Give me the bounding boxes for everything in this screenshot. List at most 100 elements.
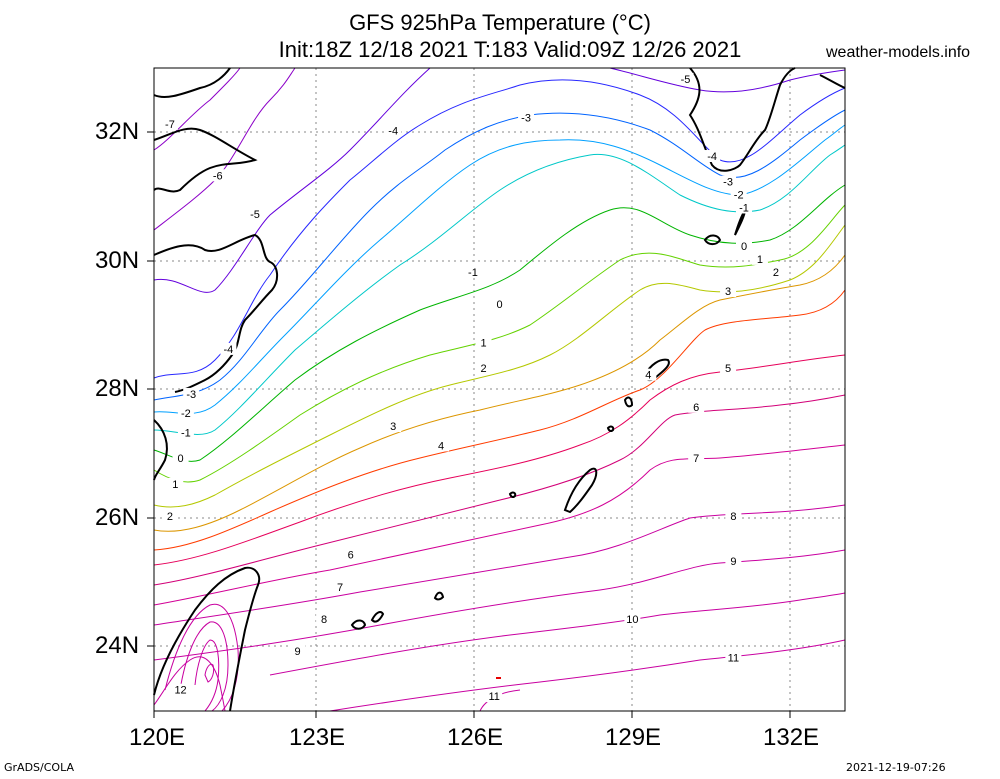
contour-label-bg (464, 265, 481, 278)
taiwan-contour-ring (204, 663, 215, 683)
contour-value-label: -4 (388, 125, 398, 137)
coastline-china-east (153, 233, 278, 393)
contour-line-2 (153, 224, 846, 508)
contour-label-bg (177, 407, 194, 420)
lat-label-28n: 28N (95, 375, 140, 402)
contour-value-label: 7 (693, 453, 699, 465)
contour-line-5 (153, 354, 846, 566)
contour-value-label: -2 (734, 190, 744, 202)
contour-line-minus2 (153, 124, 846, 414)
contour-line-8 (153, 504, 846, 626)
contour-label-bg (167, 477, 184, 490)
coastline-okinawa (563, 467, 598, 514)
contour-value-label: 6 (348, 550, 354, 562)
coastline-miyako (350, 619, 367, 630)
lon-label-132e: 132E (763, 724, 820, 751)
coastline-china-north (153, 67, 231, 98)
contour-label-bg (640, 368, 657, 381)
contour-value-label: 9 (294, 646, 300, 658)
contour-line-minus5 (153, 67, 431, 293)
contour-labels: -7-6-5-4-3-5-4-3-2-10123-1012-4-3-2-1012… (161, 72, 784, 703)
contour-label-bg (475, 362, 492, 375)
contour-label-bg (385, 420, 402, 433)
contour-line-4 (153, 289, 846, 551)
contour-value-label: 1 (480, 337, 486, 349)
contour-value-label: -1 (181, 428, 191, 440)
contour-line-minus4 (153, 79, 846, 379)
contour-label-bg (433, 439, 450, 452)
contour-line-11 (329, 639, 846, 712)
contour-value-label: 11 (728, 653, 739, 665)
contour-value-label: -3 (723, 177, 733, 189)
contour-value-label: 2 (167, 511, 173, 523)
contour-line-minus6 (153, 67, 296, 231)
coastlines (153, 67, 846, 712)
contour-label-bg (725, 510, 742, 523)
lon-label-123e: 123E (289, 724, 346, 751)
contour-value-label: 1 (757, 254, 763, 266)
coastline-kume (508, 491, 517, 499)
contour-label-bg (751, 252, 768, 265)
contour-line-9 (153, 549, 846, 661)
contour-label-bg (677, 72, 694, 85)
lat-label-32n: 32N (95, 118, 140, 145)
lat-label-26n: 26N (95, 504, 140, 531)
contour-value-label: 9 (730, 556, 736, 568)
contour-label-bg (720, 362, 737, 375)
contour-value-label: 2 (773, 267, 779, 279)
contour-label-bg (725, 555, 742, 568)
coastline-yoron (606, 425, 615, 433)
lat-label-24n: 24N (95, 632, 140, 659)
coastline-china-southeast (153, 419, 168, 481)
contour-label-bg (316, 612, 333, 625)
contour-value-label: -2 (181, 408, 191, 420)
contour-value-label: 0 (741, 241, 747, 253)
contour-line-minus1 (153, 144, 846, 435)
contour-value-label: -1 (468, 267, 478, 279)
taiwan-contour-ring (194, 639, 220, 712)
contour-value-label: -5 (250, 209, 260, 221)
contour-label-bg (491, 297, 508, 310)
contour-value-label: 12 (174, 685, 186, 697)
contour-line-minus7 (153, 67, 241, 151)
contour-label-bg (704, 150, 721, 163)
brand-label: weather-models.info (826, 44, 971, 61)
lat-label-30n: 30N (95, 247, 140, 274)
contour-label-bg (730, 188, 747, 201)
axis-ticks (147, 131, 791, 718)
contour-value-label: 8 (321, 614, 327, 626)
contour-line-1 (153, 204, 846, 483)
contour-value-label: 3 (725, 286, 731, 298)
contour-label-bg (161, 510, 178, 523)
coastline-taiwan (153, 566, 261, 712)
generation-timestamp: 2021-12-19-07:26 (846, 761, 946, 774)
contour-value-label: 6 (693, 402, 699, 414)
coastline-yakushima (703, 234, 722, 246)
chart-title-line2: Init:18Z 12/18 2021 T:183 Valid:09Z 12/2… (278, 37, 742, 62)
grads-credit: GrADS/COLA (4, 761, 74, 774)
contour-label-bg (220, 342, 237, 355)
contour-value-label: 0 (178, 453, 184, 465)
contour-value-label: -4 (707, 151, 717, 163)
contour-value-label: 4 (645, 370, 651, 382)
chart-title-line1: GFS 925hPa Temperature (°C) (349, 10, 651, 35)
contour-label-bg (475, 336, 492, 349)
contour-value-label: -6 (213, 170, 223, 182)
coastline-kyushu (688, 67, 796, 172)
contour-label-bg (736, 201, 753, 214)
contour-label-bg (177, 426, 194, 439)
contour-value-label: 11 (488, 691, 499, 703)
contour-label-bg (172, 452, 189, 465)
contour-value-label: 7 (337, 582, 343, 594)
contour-label-bg (720, 175, 737, 188)
contour-label-bg (332, 580, 349, 593)
contour-value-label: 1 (172, 479, 178, 491)
contour-value-label: 8 (730, 511, 736, 523)
contour-label-bg (385, 124, 402, 137)
taiwan-contour-ring (179, 621, 229, 712)
lon-label-126e: 126E (447, 724, 504, 751)
contour-label-bg (183, 387, 200, 400)
contour-label-bg (624, 612, 641, 625)
contour-line-7 (153, 444, 846, 606)
contour-value-label: 10 (626, 614, 638, 626)
